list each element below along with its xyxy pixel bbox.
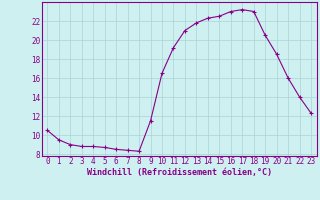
- X-axis label: Windchill (Refroidissement éolien,°C): Windchill (Refroidissement éolien,°C): [87, 168, 272, 177]
